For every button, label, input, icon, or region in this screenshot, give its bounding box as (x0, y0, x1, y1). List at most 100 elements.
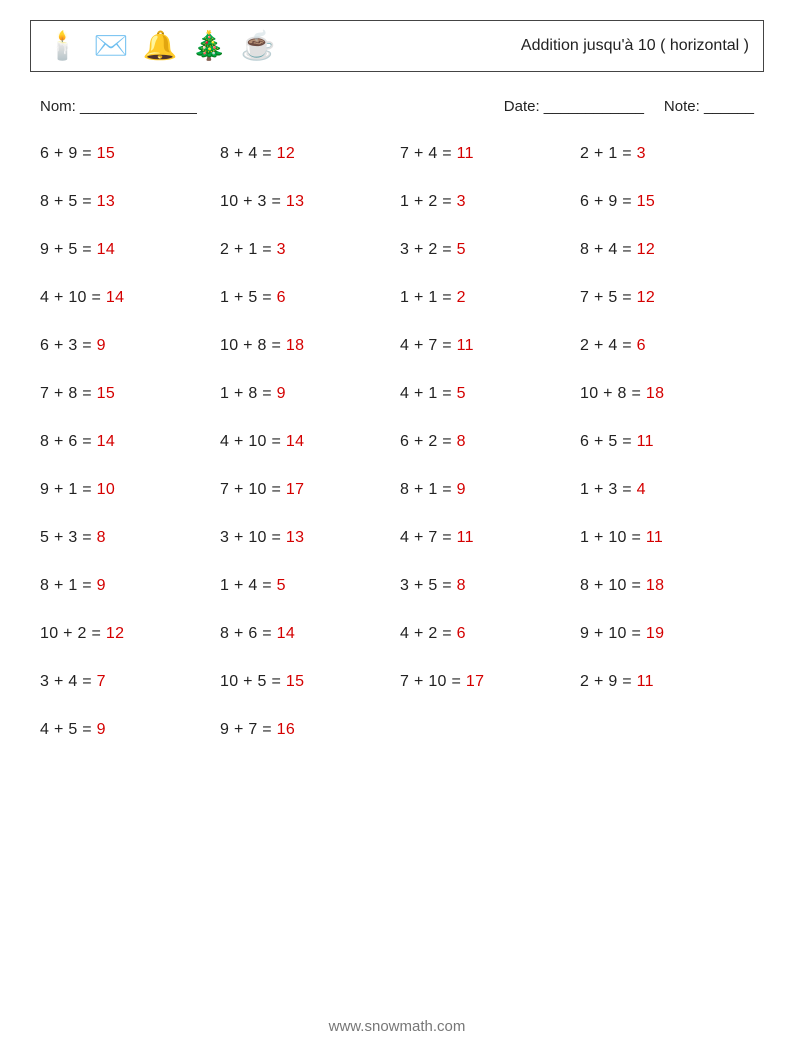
problem-cell: 9 + 10 = 19 (580, 625, 752, 643)
answer: 8 (97, 529, 106, 546)
problem-cell: 4 + 10 = 14 (40, 289, 212, 307)
answer: 15 (97, 385, 115, 402)
answer: 15 (637, 193, 655, 210)
problem-cell: 2 + 9 = 11 (580, 673, 752, 691)
answer: 9 (97, 337, 106, 354)
problem-cell: 8 + 4 = 12 (580, 241, 752, 259)
problem-cell: 8 + 1 = 9 (40, 577, 212, 595)
problem-cell: 8 + 5 = 13 (40, 193, 212, 211)
note-label: Note: ______ (664, 98, 754, 115)
answer: 13 (286, 529, 304, 546)
problem-cell: 8 + 6 = 14 (220, 625, 392, 643)
problem-cell: 1 + 2 = 3 (400, 193, 572, 211)
answer: 12 (106, 625, 124, 642)
date-label: Date: ____________ (504, 98, 644, 115)
page-title: Addition jusqu'à 10 ( horizontal ) (521, 37, 749, 55)
answer: 13 (286, 193, 304, 210)
problem-cell: 7 + 8 = 15 (40, 385, 212, 403)
problem-cell: 7 + 5 = 12 (580, 289, 752, 307)
problem-cell: 9 + 1 = 10 (40, 481, 212, 499)
problem-cell: 7 + 4 = 11 (400, 145, 572, 163)
problem-cell: 4 + 7 = 11 (400, 529, 572, 547)
answer: 10 (97, 481, 115, 498)
problem-cell: 1 + 1 = 2 (400, 289, 572, 307)
answer: 11 (457, 529, 474, 546)
problem-cell: 9 + 7 = 16 (220, 721, 392, 739)
answer: 3 (637, 145, 646, 162)
problem-cell: 1 + 3 = 4 (580, 481, 752, 499)
problem-cell: 1 + 4 = 5 (220, 577, 392, 595)
problem-cell: 6 + 5 = 11 (580, 433, 752, 451)
info-row: Nom: ______________ Date: ____________ N… (40, 98, 754, 115)
answer: 18 (286, 337, 304, 354)
answer: 16 (277, 721, 295, 738)
answer: 18 (646, 385, 664, 402)
answer: 14 (97, 433, 115, 450)
answer: 12 (637, 289, 655, 306)
problem-cell: 10 + 8 = 18 (220, 337, 392, 355)
answer: 8 (457, 433, 466, 450)
problem-cell: 6 + 2 = 8 (400, 433, 572, 451)
answer: 17 (286, 481, 304, 498)
answer: 15 (97, 145, 115, 162)
answer: 11 (637, 433, 654, 450)
answer: 9 (97, 577, 106, 594)
answer: 9 (277, 385, 286, 402)
answer: 9 (97, 721, 106, 738)
problem-cell: 10 + 2 = 12 (40, 625, 212, 643)
answer: 6 (277, 289, 286, 306)
problem-cell: 4 + 10 = 14 (220, 433, 392, 451)
answer: 9 (457, 481, 466, 498)
tree-icon: 🎄 (192, 32, 227, 60)
answer: 17 (466, 673, 484, 690)
answer: 11 (457, 145, 474, 162)
candle-icon: 🕯️ (45, 32, 80, 60)
problem-cell: 8 + 6 = 14 (40, 433, 212, 451)
footer-text: www.snowmath.com (0, 1018, 794, 1035)
cup-icon: ☕ (241, 32, 276, 60)
problem-cell: 10 + 5 = 15 (220, 673, 392, 691)
answer: 12 (277, 145, 295, 162)
problem-cell: 8 + 4 = 12 (220, 145, 392, 163)
problem-cell: 5 + 3 = 8 (40, 529, 212, 547)
answer: 14 (106, 289, 124, 306)
problems-grid: 6 + 9 = 15 8 + 4 = 12 7 + 4 = 11 2 + 1 = 3 8… (40, 145, 764, 739)
problem-cell: 6 + 9 = 15 (40, 145, 212, 163)
problem-cell: 10 + 3 = 13 (220, 193, 392, 211)
problem-cell: 2 + 1 = 3 (220, 241, 392, 259)
answer: 15 (286, 673, 304, 690)
answer: 5 (457, 241, 466, 258)
problem-cell: 1 + 5 = 6 (220, 289, 392, 307)
problem-cell: 3 + 2 = 5 (400, 241, 572, 259)
answer: 12 (637, 241, 655, 258)
answer: 18 (646, 577, 664, 594)
answer: 13 (97, 193, 115, 210)
envelope-icon: ✉️ (94, 32, 129, 60)
problem-cell: 2 + 4 = 6 (580, 337, 752, 355)
bell-icon: 🔔 (143, 32, 178, 60)
answer: 14 (277, 625, 295, 642)
problem-cell: 6 + 3 = 9 (40, 337, 212, 355)
answer: 6 (457, 625, 466, 642)
problem-cell: 8 + 1 = 9 (400, 481, 572, 499)
problem-cell: 2 + 1 = 3 (580, 145, 752, 163)
answer: 14 (286, 433, 304, 450)
answer: 5 (457, 385, 466, 402)
answer: 11 (637, 673, 654, 690)
problem-cell: 4 + 7 = 11 (400, 337, 572, 355)
problem-cell: 3 + 5 = 8 (400, 577, 572, 595)
problem-cell: 10 + 8 = 18 (580, 385, 752, 403)
answer: 19 (646, 625, 664, 642)
problem-cell: 3 + 10 = 13 (220, 529, 392, 547)
answer: 5 (277, 577, 286, 594)
name-label: Nom: ______________ (40, 98, 197, 115)
problem-cell: 4 + 5 = 9 (40, 721, 212, 739)
answer: 14 (97, 241, 115, 258)
answer: 2 (457, 289, 466, 306)
answer: 7 (97, 673, 106, 690)
answer: 11 (646, 529, 663, 546)
problem-cell: 7 + 10 = 17 (400, 673, 572, 691)
answer: 6 (637, 337, 646, 354)
answer: 3 (277, 241, 286, 258)
problem-cell: 8 + 10 = 18 (580, 577, 752, 595)
